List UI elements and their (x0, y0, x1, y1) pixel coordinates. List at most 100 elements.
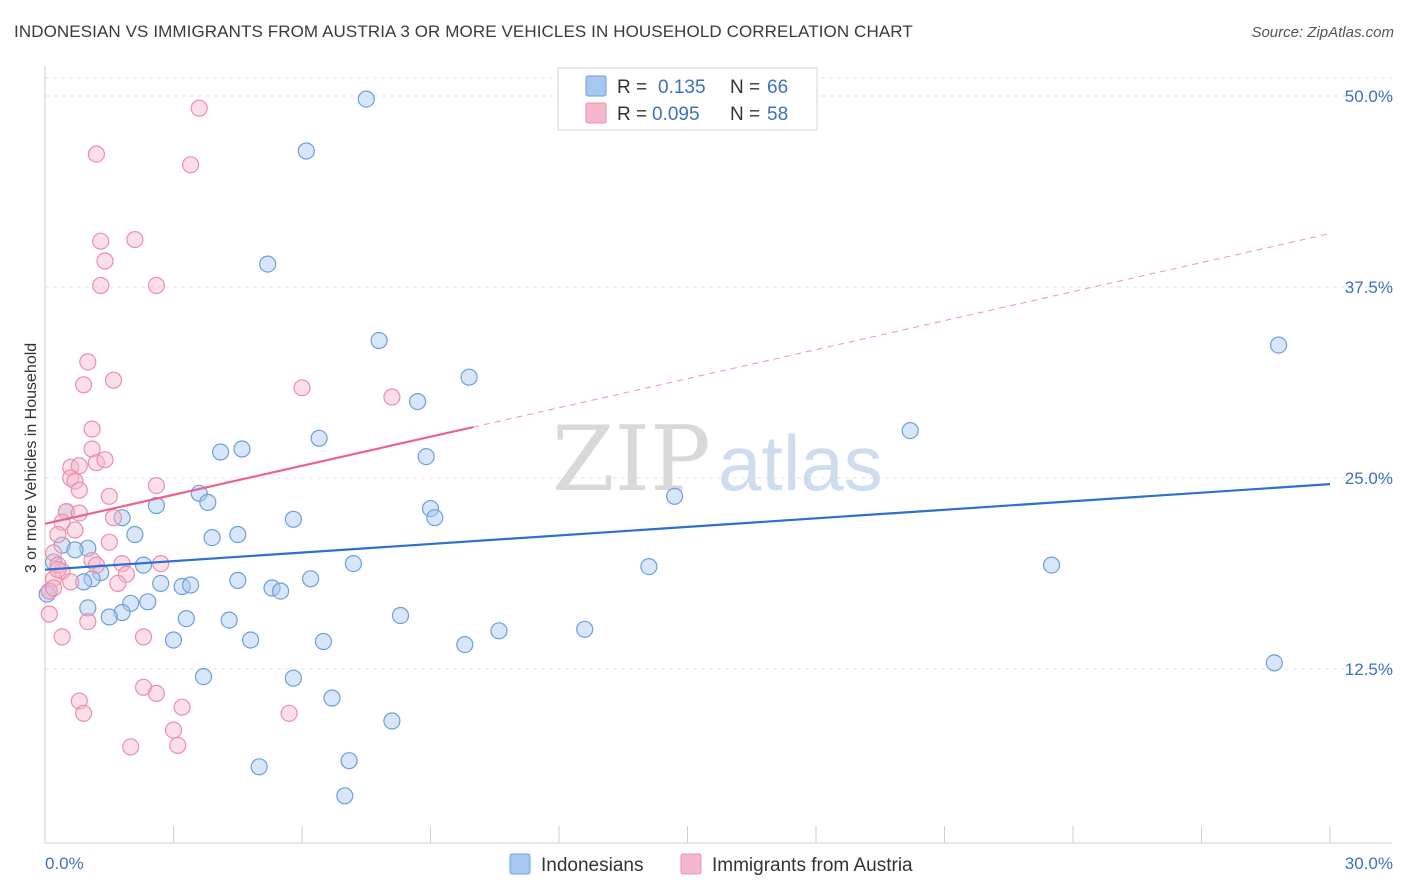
point-austria-11 (383, 388, 401, 406)
bottom-legend-label-austria: Immigrants from Austria (712, 855, 913, 876)
point-austria-56 (66, 521, 84, 539)
point-indonesians-28 (134, 556, 153, 574)
point-indonesians-16 (421, 500, 440, 518)
point-indonesians-50 (220, 611, 238, 629)
point-indonesians-4 (460, 368, 478, 386)
y-tick-label-1: 25.0% (1345, 469, 1393, 488)
point-indonesians-1 (297, 142, 315, 160)
point-indonesians-37 (182, 576, 200, 594)
legend-n-value-1: 66 (767, 77, 788, 98)
axes (44, 66, 1392, 844)
legend-n-label-2: N = (730, 104, 760, 125)
point-indonesians-9 (233, 440, 251, 458)
point-indonesians-10 (212, 443, 230, 461)
point-austria-47 (147, 684, 165, 703)
point-austria-8 (79, 353, 97, 371)
point-austria-16 (96, 451, 114, 469)
point-indonesians-39 (302, 570, 320, 588)
point-austria-44 (134, 628, 153, 646)
point-indonesians-60 (323, 689, 341, 707)
point-austria-12 (74, 376, 93, 394)
point-austria-6 (92, 276, 110, 295)
point-austria-40 (109, 574, 127, 593)
point-indonesians-51 (490, 622, 508, 640)
legend-r-label-1: R = (617, 77, 647, 98)
point-austria-51 (280, 704, 298, 722)
point-austria-43 (79, 612, 97, 631)
point-indonesians-2 (259, 255, 277, 273)
point-indonesians-7 (901, 422, 919, 440)
point-indonesians-57 (1265, 654, 1283, 672)
point-indonesians-44 (122, 594, 140, 612)
point-indonesians-63 (250, 758, 268, 776)
trend-line-austria (44, 425, 474, 525)
point-indonesians-35 (152, 574, 170, 593)
point-indonesians-15 (147, 496, 165, 515)
stats-legend: R = 0.135 N = 66 R = 0.095 N = 58 (557, 67, 818, 131)
series-legend: Indonesians Immigrants from Austria (509, 853, 913, 876)
point-indonesians-59 (284, 669, 302, 687)
point-indonesians-58 (194, 667, 213, 686)
point-austria-45 (53, 628, 71, 646)
y-axis-title: 3 or more Vehicles in Household (23, 343, 40, 573)
point-indonesians-30 (640, 557, 658, 576)
point-austria-7 (147, 276, 165, 295)
point-indonesians-38 (229, 571, 247, 590)
point-austria-39 (62, 573, 80, 591)
gridlines (45, 77, 1392, 670)
point-indonesians-54 (242, 631, 260, 649)
point-indonesians-53 (164, 631, 183, 649)
point-indonesians-52 (576, 620, 594, 638)
source-credit: Source: ZipAtlas.com (1251, 24, 1394, 41)
point-indonesians-3 (370, 331, 388, 350)
point-indonesians-46 (113, 603, 131, 622)
point-austria-25 (70, 504, 88, 522)
chart-title: INDONESIAN VS IMMIGRANTS FROM AUSTRIA 3 … (14, 22, 913, 41)
point-austria-0 (190, 99, 208, 117)
data-points (38, 90, 1288, 805)
point-austria-42 (40, 605, 58, 623)
watermark-zip: ZIP (552, 407, 711, 512)
point-austria-10 (293, 379, 311, 397)
point-austria-28 (49, 525, 67, 544)
point-indonesians-64 (336, 787, 354, 805)
point-austria-52 (164, 721, 183, 739)
point-indonesians-31 (1042, 556, 1061, 574)
point-austria-27 (104, 509, 123, 527)
x-tick-label-0: 0.0% (45, 854, 84, 873)
point-austria-5 (96, 252, 114, 270)
legend-n-value-2: 58 (767, 104, 788, 125)
point-austria-4 (126, 231, 144, 249)
watermark: ZIP atlas (552, 407, 883, 512)
point-indonesians-61 (383, 712, 401, 730)
point-austria-20 (66, 472, 84, 490)
point-indonesians-5 (1269, 336, 1288, 354)
point-indonesians-41 (272, 582, 290, 600)
point-indonesians-48 (100, 608, 118, 626)
point-austria-9 (104, 371, 123, 389)
bottom-legend-swatch-indonesians (509, 853, 531, 875)
tick-labels: 12.5% 25.0% 37.5% 50.0% 0.0% 30.0% (45, 87, 1393, 873)
point-austria-3 (92, 232, 110, 250)
point-austria-23 (100, 487, 118, 505)
point-indonesians-21 (126, 525, 144, 544)
y-tick-label-2: 37.5% (1345, 278, 1393, 297)
x-tick-label-1: 30.0% (1345, 854, 1393, 873)
point-indonesians-11 (417, 448, 435, 466)
point-austria-2 (182, 156, 200, 174)
point-indonesians-20 (284, 510, 302, 528)
point-indonesians-22 (203, 528, 221, 547)
point-indonesians-56 (456, 635, 474, 654)
point-austria-49 (173, 698, 191, 716)
point-indonesians-34 (74, 573, 93, 591)
legend-swatch-austria (585, 102, 607, 124)
point-indonesians-55 (314, 632, 332, 651)
point-indonesians-17 (426, 509, 444, 527)
point-indonesians-62 (340, 752, 358, 770)
legend-n-label-1: N = (730, 77, 760, 98)
point-indonesians-8 (310, 429, 328, 447)
point-indonesians-45 (79, 599, 97, 617)
point-austria-54 (122, 738, 140, 756)
point-austria-53 (169, 736, 187, 755)
